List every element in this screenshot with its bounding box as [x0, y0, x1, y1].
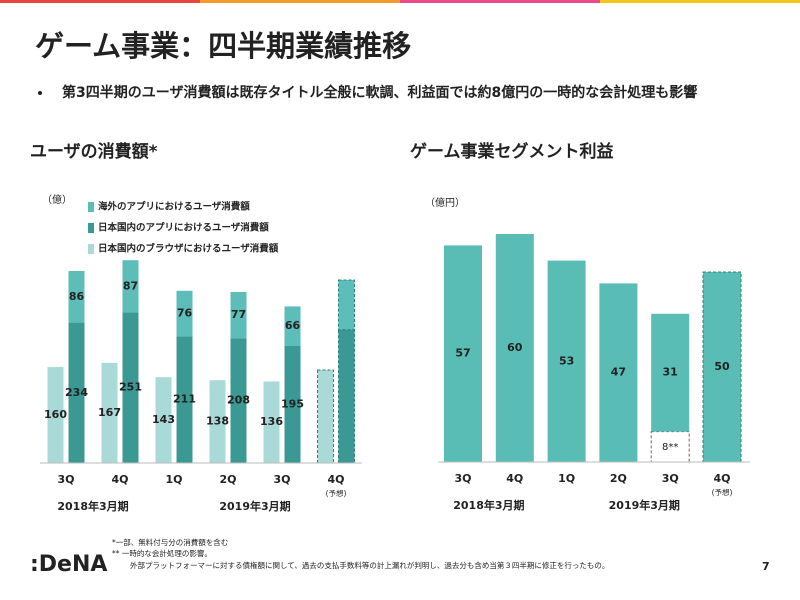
- bar: [122, 312, 139, 463]
- page-number: 7: [762, 560, 770, 573]
- group-label: 2018年3月期: [57, 499, 128, 513]
- bar: [338, 329, 355, 464]
- value-label: 195: [281, 398, 304, 411]
- chart-title: ゲーム事業セグメント利益: [410, 141, 614, 162]
- slide-title: ゲーム事業：四半期業績推移: [35, 29, 411, 63]
- value-label: 76: [177, 307, 193, 320]
- bar: [495, 234, 534, 462]
- bar: [176, 290, 193, 337]
- value-label: 234: [65, 386, 88, 399]
- value-label: 87: [123, 279, 138, 292]
- group-label: 2019年3月期: [219, 499, 290, 513]
- x-tick-label: 1Q: [558, 472, 575, 485]
- unit-label: （億）: [42, 193, 72, 206]
- chart-title: ユーザの消費額*: [30, 141, 158, 162]
- legend-label: 日本国内のブラウザにおけるユーザ消費額: [98, 243, 279, 255]
- x-tick-label: 3Q: [57, 473, 74, 486]
- bar: [230, 292, 247, 339]
- bar: [317, 369, 334, 464]
- bar: [651, 313, 690, 432]
- x-tick-label: 2Q: [219, 473, 236, 486]
- x-tick-label: 3Q: [273, 473, 290, 486]
- top-strip: [600, 0, 800, 3]
- value-label: 143: [152, 413, 175, 426]
- top-strip: [200, 0, 400, 3]
- bullet: 第3四半期のユーザ消費額は既存タイトル全般に軟調、利益面では約8億円の一時的な会…: [62, 84, 697, 101]
- value-label: 8**: [662, 442, 678, 453]
- bar: [209, 380, 226, 463]
- x-tick-label: 2Q: [610, 472, 627, 485]
- value-label: 138: [206, 415, 229, 428]
- legend-swatch: [88, 244, 94, 254]
- x-tick-label: 4Q: [713, 472, 730, 485]
- x-tick-label: 3Q: [454, 472, 471, 485]
- value-label: 60: [507, 341, 523, 354]
- footnote: ** 一時的な会計処理の影響。: [112, 548, 212, 558]
- x-tick-label: 4Q: [506, 472, 523, 485]
- value-label: 66: [285, 319, 301, 332]
- value-label: 211: [173, 393, 196, 406]
- legend-swatch: [88, 223, 94, 233]
- value-label: 50: [714, 360, 730, 373]
- logo: :DeNA: [30, 552, 107, 577]
- bar: [338, 279, 355, 331]
- bar: [263, 381, 280, 463]
- bar: [284, 346, 301, 463]
- value-label: 136: [260, 415, 283, 428]
- group-label: 2019年3月期: [609, 498, 680, 512]
- bar: [47, 367, 64, 463]
- forecast-label: (予想): [326, 488, 347, 498]
- bar: [68, 322, 85, 463]
- value-label: 208: [227, 394, 250, 407]
- value-label: 53: [559, 354, 574, 367]
- bar: [122, 260, 139, 313]
- value-label: 77: [231, 308, 246, 321]
- x-tick-label: 4Q: [111, 473, 128, 486]
- bar: [702, 271, 742, 463]
- bullet-dot: [38, 91, 42, 95]
- legend-label: 海外のアプリにおけるユーザ消費額: [98, 201, 250, 213]
- bar: [444, 245, 482, 462]
- bar: [230, 338, 247, 463]
- bar: [547, 260, 586, 462]
- group-label: 2018年3月期: [453, 498, 524, 512]
- value-label: 31: [663, 366, 678, 379]
- x-tick-label: 4Q: [327, 473, 344, 486]
- footnote: *一部、無料付与分の消費額を含む: [112, 537, 228, 547]
- forecast-label: (予想): [712, 487, 733, 497]
- x-tick-label: 3Q: [662, 472, 679, 485]
- value-label: 160: [44, 408, 67, 421]
- value-label: 86: [69, 290, 85, 303]
- bar: [284, 306, 301, 346]
- value-label: 167: [98, 406, 121, 419]
- bar: [68, 271, 85, 323]
- legend-swatch: [88, 202, 94, 212]
- top-strip: [400, 0, 600, 3]
- value-label: 47: [611, 366, 626, 379]
- bar: [599, 283, 638, 462]
- x-tick-label: 1Q: [165, 473, 182, 486]
- top-strip: [0, 0, 200, 3]
- footnote: 外部プラットフォーマーに対する債権額に関して、過去の支払手数料等の計上漏れが判明…: [130, 560, 609, 570]
- value-label: 57: [455, 347, 470, 360]
- value-label: 251: [119, 381, 142, 394]
- bar: [101, 362, 118, 463]
- legend-label: 日本国内のアプリにおけるユーザ消費額: [98, 222, 269, 234]
- unit-label: （億円）: [425, 196, 465, 209]
- bar: [155, 377, 172, 463]
- bar: [176, 336, 193, 463]
